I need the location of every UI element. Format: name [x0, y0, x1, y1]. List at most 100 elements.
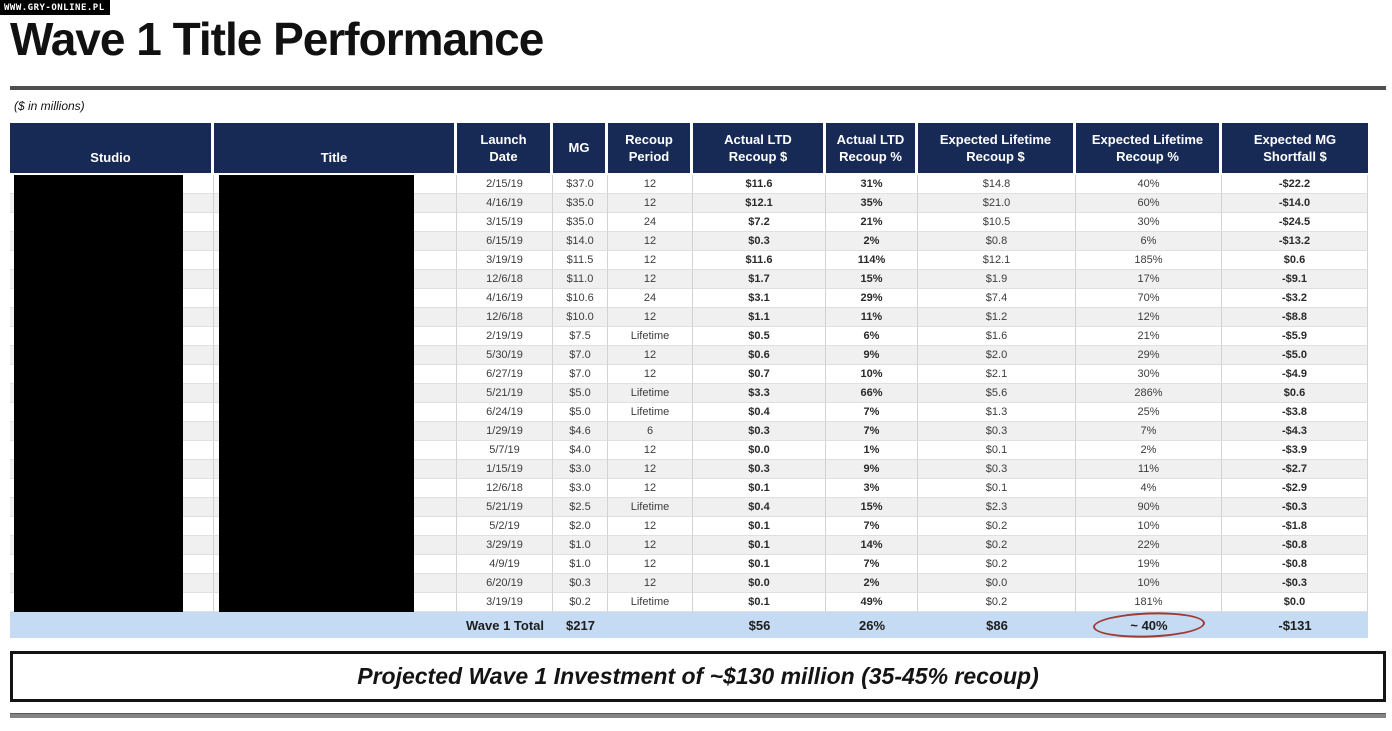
cell-expected-mg-shortfall-usd: -$0.3 — [1222, 498, 1368, 518]
cell-launch-date: 4/16/19 — [457, 289, 553, 309]
cell-expected-lifetime-recoup-usd: $0.0 — [918, 574, 1076, 594]
cell-expected-lifetime-recoup-usd: $5.6 — [918, 384, 1076, 404]
cell-mg: $10.6 — [553, 289, 608, 309]
cell-mg: $5.0 — [553, 403, 608, 423]
cell-mg: $4.6 — [553, 422, 608, 442]
column-header-expected-mg-shortfall-usd: Expected MG Shortfall $ — [1222, 123, 1368, 176]
cell-mg: $11.0 — [553, 270, 608, 290]
column-header-actual-ltd-recoup-pct: Actual LTD Recoup % — [826, 123, 918, 176]
cell-mg: $4.0 — [553, 441, 608, 461]
cell-expected-lifetime-recoup-pct: 6% — [1076, 232, 1222, 252]
table-row: 3/19/19 $11.5 12 $11.6 114% $12.1 185% $0.6 — [10, 251, 1368, 271]
cell-mg: $2.5 — [553, 498, 608, 518]
cell-mg: $14.0 — [553, 232, 608, 252]
table-row: 5/21/19 $5.0 Lifetime $3.3 66% $5.6 286% $0.6 — [10, 384, 1368, 404]
cell-actual-ltd-recoup-pct: 15% — [826, 270, 918, 290]
cell-launch-date: 5/30/19 — [457, 346, 553, 366]
cell-launch-date: 3/29/19 — [457, 536, 553, 556]
cell-mg: $2.0 — [553, 517, 608, 537]
cell-expected-lifetime-recoup-pct: 4% — [1076, 479, 1222, 499]
cell-expected-lifetime-recoup-usd: $0.3 — [918, 422, 1076, 442]
table-row: 6/27/19 $7.0 12 $0.7 10% $2.1 30% -$4.9 — [10, 365, 1368, 385]
table-row: 3/29/19 $1.0 12 $0.1 14% $0.2 22% -$0.8 — [10, 536, 1368, 556]
cell-launch-date: 5/21/19 — [457, 384, 553, 404]
cell-launch-date: 6/15/19 — [457, 232, 553, 252]
cell-actual-ltd-recoup-pct: 2% — [826, 574, 918, 594]
bottom-divider — [10, 713, 1386, 719]
cell-expected-lifetime-recoup-pct: 185% — [1076, 251, 1222, 271]
cell-recoup-period: Lifetime — [608, 498, 693, 518]
cell-expected-lifetime-recoup-pct: 90% — [1076, 498, 1222, 518]
cell-expected-lifetime-recoup-pct: 2% — [1076, 441, 1222, 461]
cell-expected-mg-shortfall-usd: -$9.1 — [1222, 270, 1368, 290]
table-row: 4/16/19 $10.6 24 $3.1 29% $7.4 70% -$3.2 — [10, 289, 1368, 309]
cell-launch-date: 12/6/18 — [457, 270, 553, 290]
cell-mg: $3.0 — [553, 460, 608, 480]
cell-expected-lifetime-recoup-pct: 60% — [1076, 194, 1222, 214]
cell-expected-lifetime-recoup-usd: $1.2 — [918, 308, 1076, 328]
cell-expected-mg-shortfall-usd: -$22.2 — [1222, 175, 1368, 195]
cell-actual-ltd-recoup-pct: 6% — [826, 327, 918, 347]
cell-actual-ltd-recoup-pct: 31% — [826, 175, 918, 195]
table-row: 4/16/19 $35.0 12 $12.1 35% $21.0 60% -$14.0 — [10, 194, 1368, 214]
cell-actual-ltd-recoup-usd: $0.4 — [693, 498, 826, 518]
cell-expected-lifetime-recoup-usd: $1.6 — [918, 327, 1076, 347]
cell-recoup-period: 12 — [608, 441, 693, 461]
column-header-actual-ltd-recoup-usd: Actual LTD Recoup $ — [693, 123, 826, 176]
cell-recoup-period: 12 — [608, 517, 693, 537]
table-row: 5/21/19 $2.5 Lifetime $0.4 15% $2.3 90% -$0.3 — [10, 498, 1368, 518]
cell-launch-date: 2/15/19 — [457, 175, 553, 195]
cell-actual-ltd-recoup-usd: $0.1 — [693, 479, 826, 499]
table-row: 6/20/19 $0.3 12 $0.0 2% $0.0 10% -$0.3 — [10, 574, 1368, 594]
cell-mg: $7.5 — [553, 327, 608, 347]
cell-expected-lifetime-recoup-pct: 25% — [1076, 403, 1222, 423]
cell-expected-lifetime-recoup-pct: 22% — [1076, 536, 1222, 556]
cell-expected-lifetime-recoup-usd: $2.1 — [918, 365, 1076, 385]
cell-expected-lifetime-recoup-usd: $14.8 — [918, 175, 1076, 195]
column-header-title: Title — [214, 123, 457, 176]
cell-expected-lifetime-recoup-usd: $0.1 — [918, 479, 1076, 499]
circle-annotation — [1092, 610, 1206, 640]
cell-actual-ltd-recoup-usd: $0.1 — [693, 517, 826, 537]
cell-mg: $35.0 — [553, 194, 608, 214]
table-row: 3/19/19 $0.2 Lifetime $0.1 49% $0.2 181% $0.0 — [10, 593, 1368, 613]
table-row: 4/9/19 $1.0 12 $0.1 7% $0.2 19% -$0.8 — [10, 555, 1368, 575]
cell-mg: $1.0 — [553, 536, 608, 556]
cell-mg: $3.0 — [553, 479, 608, 499]
cell-recoup-period: 12 — [608, 479, 693, 499]
total-cell-mg: $217 — [553, 612, 608, 639]
cell-expected-lifetime-recoup-pct: 10% — [1076, 517, 1222, 537]
cell-expected-mg-shortfall-usd: -$0.3 — [1222, 574, 1368, 594]
cell-mg: $10.0 — [553, 308, 608, 328]
cell-actual-ltd-recoup-pct: 11% — [826, 308, 918, 328]
investment-callout-text: Projected Wave 1 Investment of ~$130 mil… — [357, 663, 1039, 690]
total-cell-title — [214, 612, 457, 639]
table-row: 12/6/18 $11.0 12 $1.7 15% $1.9 17% -$9.1 — [10, 270, 1368, 290]
cell-mg: $0.3 — [553, 574, 608, 594]
cell-expected-lifetime-recoup-usd: $1.9 — [918, 270, 1076, 290]
total-expected-lifetime-recoup-pct: ~ 40% — [1092, 610, 1206, 640]
cell-launch-date: 3/19/19 — [457, 251, 553, 271]
cell-recoup-period: 12 — [608, 232, 693, 252]
cell-actual-ltd-recoup-pct: 7% — [826, 517, 918, 537]
table-row: 5/7/19 $4.0 12 $0.0 1% $0.1 2% -$3.9 — [10, 441, 1368, 461]
cell-recoup-period: 12 — [608, 365, 693, 385]
cell-recoup-period: 12 — [608, 194, 693, 214]
cell-actual-ltd-recoup-usd: $0.6 — [693, 346, 826, 366]
cell-recoup-period: 24 — [608, 213, 693, 233]
cell-expected-mg-shortfall-usd: -$2.9 — [1222, 479, 1368, 499]
cell-recoup-period: Lifetime — [608, 327, 693, 347]
cell-expected-mg-shortfall-usd: -$3.8 — [1222, 403, 1368, 423]
cell-recoup-period: 12 — [608, 555, 693, 575]
cell-actual-ltd-recoup-usd: $11.6 — [693, 175, 826, 195]
cell-expected-mg-shortfall-usd: -$3.9 — [1222, 441, 1368, 461]
cell-expected-lifetime-recoup-usd: $0.1 — [918, 441, 1076, 461]
cell-actual-ltd-recoup-usd: $0.3 — [693, 422, 826, 442]
total-cell-expected-mg-shortfall-usd: -$131 — [1222, 612, 1368, 639]
studio-redaction-box — [14, 175, 183, 613]
title-redaction-box — [219, 175, 414, 613]
cell-launch-date: 3/15/19 — [457, 213, 553, 233]
cell-actual-ltd-recoup-pct: 1% — [826, 441, 918, 461]
cell-actual-ltd-recoup-pct: 66% — [826, 384, 918, 404]
